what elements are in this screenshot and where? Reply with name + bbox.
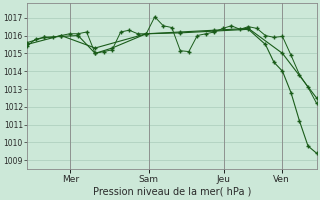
X-axis label: Pression niveau de la mer( hPa ): Pression niveau de la mer( hPa ): [92, 187, 251, 197]
